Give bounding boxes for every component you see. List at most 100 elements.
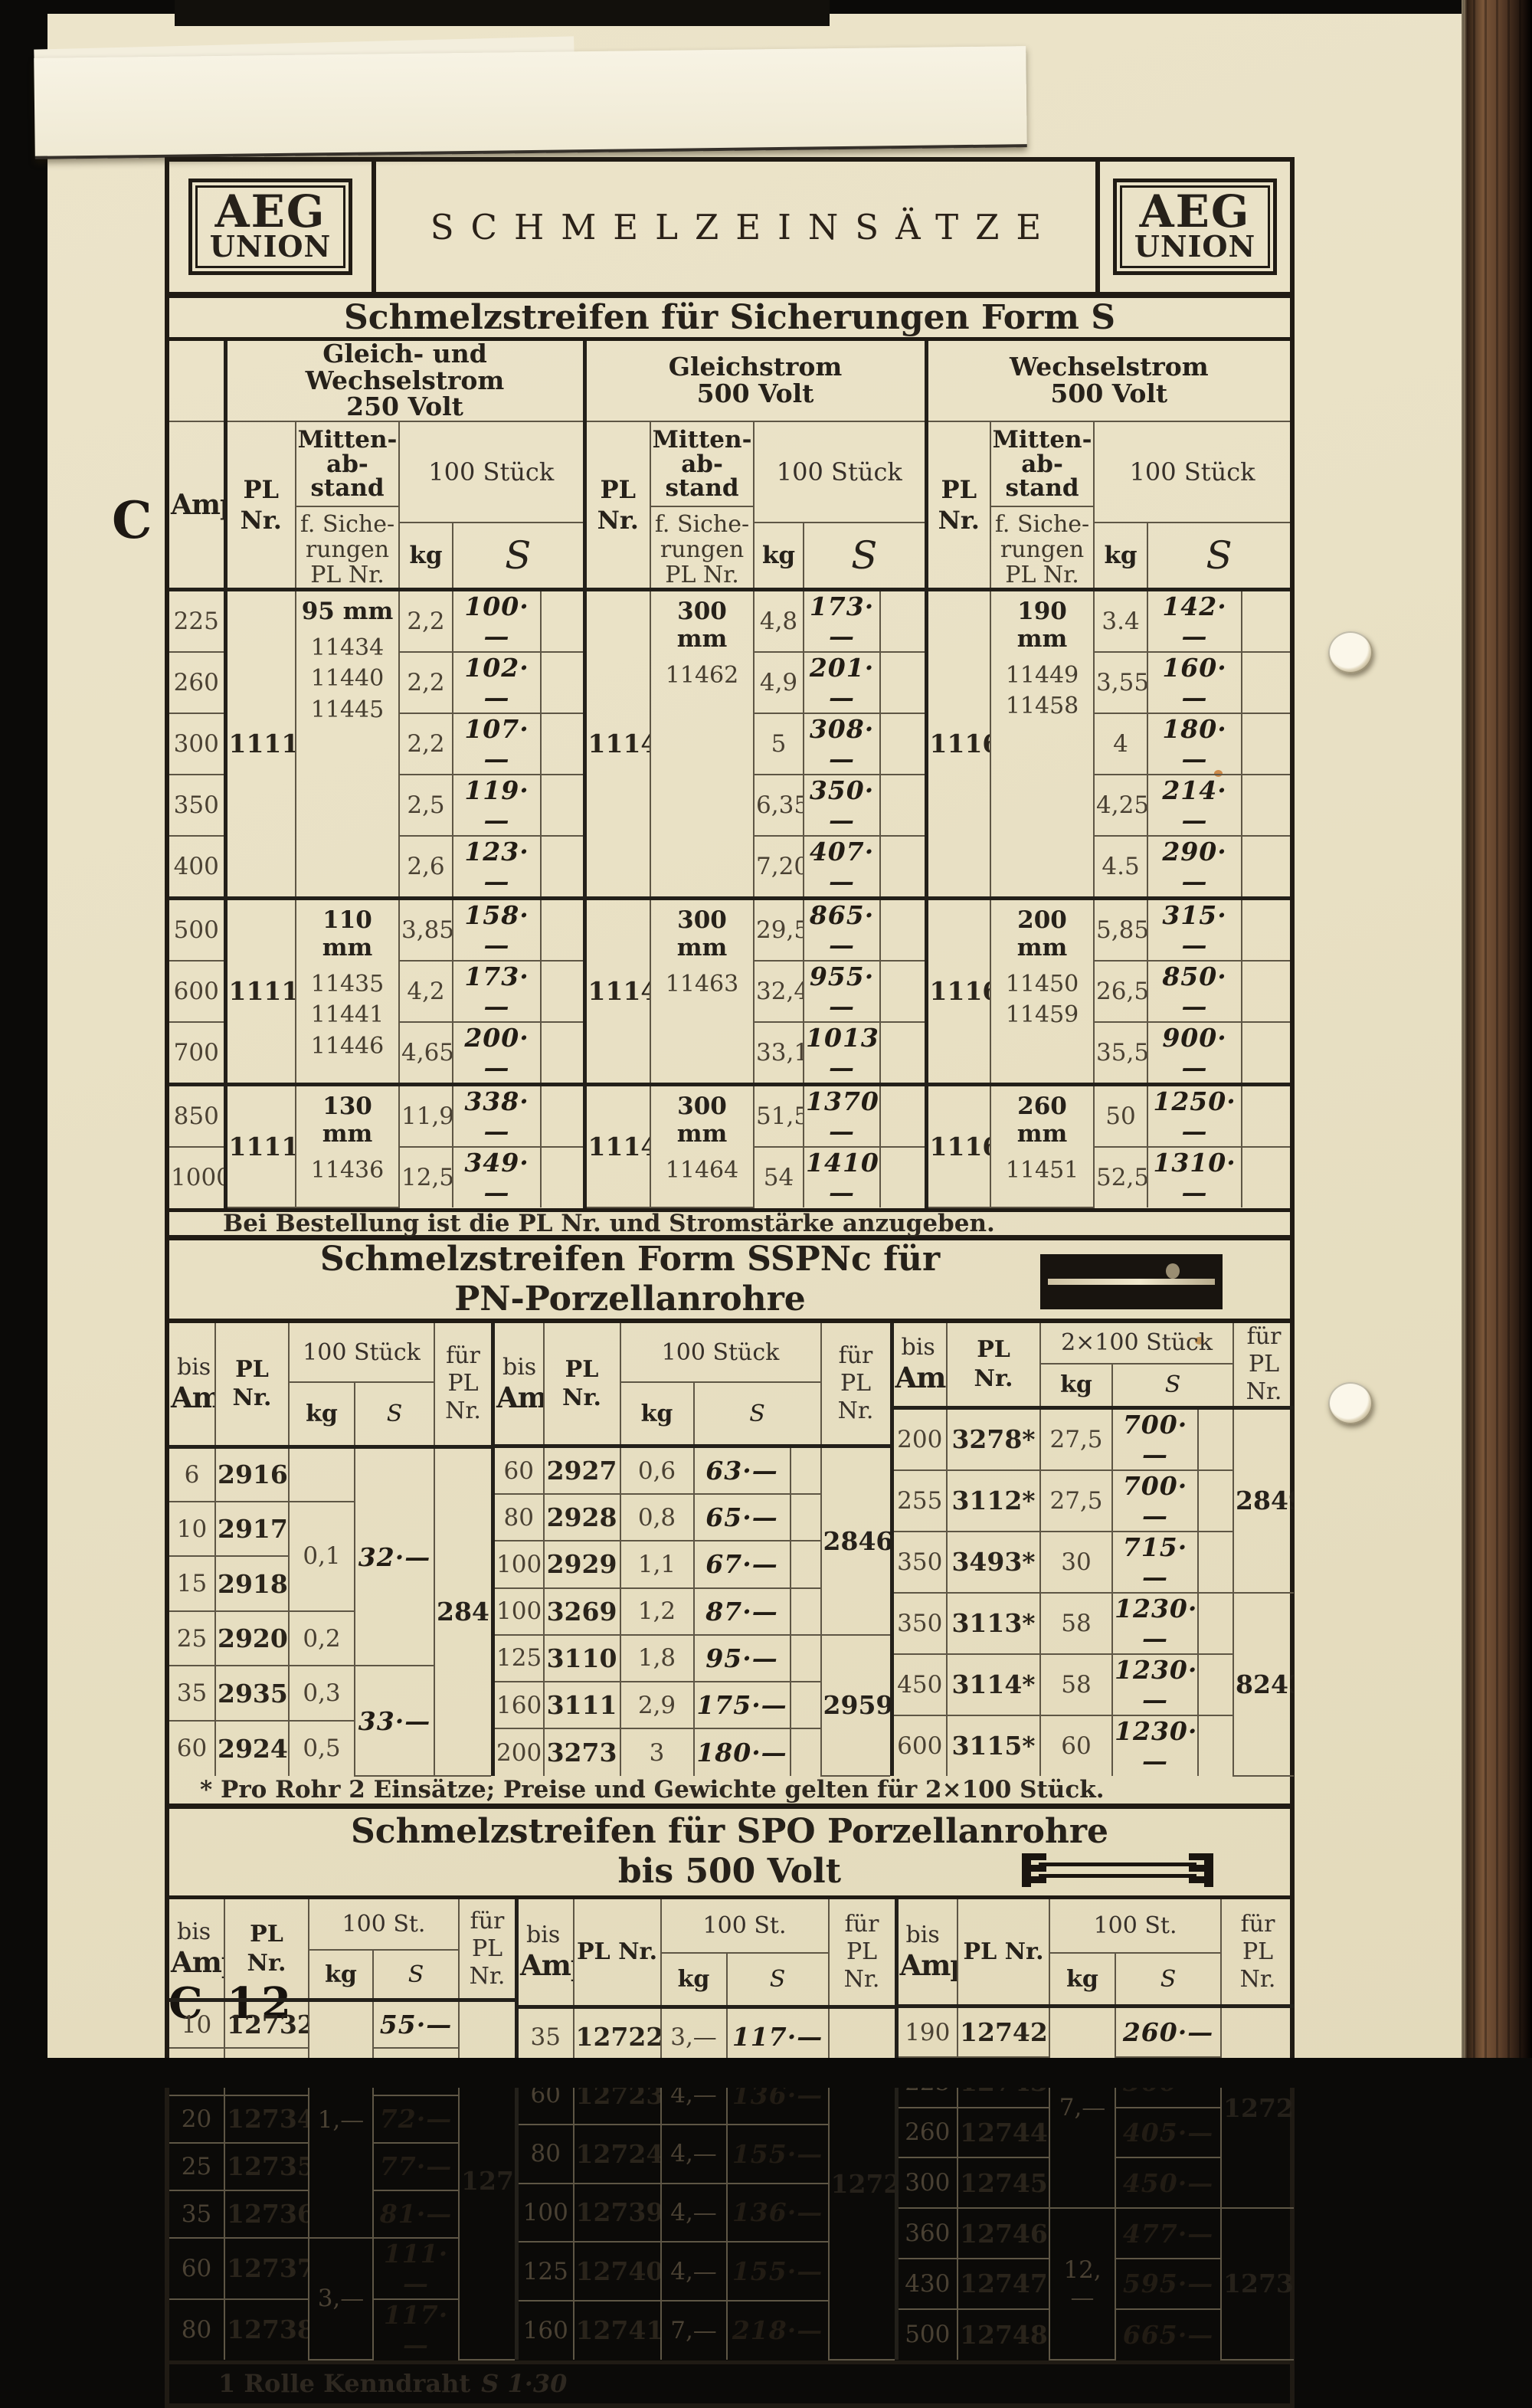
- fuse-strip-drawing: [1022, 1853, 1213, 1889]
- page-title: SCHMELZEINSÄTZE: [430, 206, 1059, 247]
- stueck-header: 100 Stück: [398, 420, 586, 523]
- mitten-header: Mitten- ab- stand f. Siche- rungen PL Nr.: [990, 420, 1095, 591]
- blank-cell: [879, 1021, 928, 1086]
- weight-kg: 2,2: [398, 650, 453, 714]
- price-s: 117·—: [725, 2004, 830, 2067]
- table-row: 300 2,2 107·— 5 308·— 4 180·—: [169, 712, 1291, 775]
- weight-kg: 4,—: [660, 2123, 728, 2184]
- stueck-header: 100 Stück: [619, 1322, 822, 1384]
- weight-kg: 0,3: [288, 1665, 355, 1722]
- blank-cell: [1241, 1145, 1291, 1207]
- price-s: 67·—: [692, 1540, 791, 1589]
- mitten-distance: 190 mm 11449 11458: [990, 587, 1095, 899]
- table-spo: bisAmp. PL Nr. 100 St. für PL Nr. kgS 10…: [169, 1899, 1295, 2360]
- bis-amp-header: bisAmp.: [896, 1899, 959, 2007]
- price-s: 1410·—: [803, 1145, 882, 1207]
- pl-header: PL Nr.: [223, 420, 296, 591]
- blank-cell: [879, 650, 928, 714]
- pl-number: 2920: [214, 1610, 290, 1667]
- weight-kg: 52,5: [1093, 1145, 1149, 1207]
- weight-kg: 2,5: [398, 773, 453, 837]
- pl-header: PL Nr.: [572, 1899, 662, 2008]
- amp-value: 100: [493, 1540, 545, 1589]
- pl-number: 12747: [957, 2258, 1051, 2310]
- price-s: 173·—: [452, 959, 542, 1023]
- table3-title-text: Schmelzstreifen für SPO Porzellanrohre b…: [351, 1812, 1108, 1892]
- s-header: S: [354, 1381, 434, 1448]
- s-header: S: [692, 1381, 821, 1447]
- pl-number: 2917: [214, 1500, 290, 1558]
- blank-cell: [879, 712, 928, 775]
- weight-kg: 12,5: [398, 1145, 453, 1207]
- amp-value: 700: [169, 1021, 226, 1086]
- price-s: 477·—: [1115, 2207, 1223, 2260]
- price-s: 1013·—: [803, 1021, 882, 1086]
- amp-value: 600: [169, 959, 226, 1023]
- weight-kg: 4,8: [753, 587, 805, 653]
- price-s: 338·—: [452, 1082, 542, 1148]
- pl-number: 12735: [224, 2141, 309, 2191]
- pl-number: 3111: [542, 1681, 621, 1730]
- mitten-header: Mitten- ab- stand f. Siche- rungen PL Nr.: [650, 420, 755, 591]
- table1-title: Schmelzstreifen für Sicherungen Form S: [169, 298, 1290, 341]
- masthead: AEG UNION SCHMELZEINSÄTZE AEG UNION: [169, 162, 1290, 298]
- blank-cell: [1241, 712, 1291, 775]
- blank-cell: [1197, 1591, 1235, 1655]
- weight-kg: 33,1: [753, 1021, 805, 1086]
- stueck-header: 100 Stück: [288, 1322, 435, 1384]
- fuer-pl-header: für PL Nr.: [434, 1322, 491, 1448]
- amp-value: 850: [169, 1082, 226, 1148]
- kg-header: kg: [660, 1952, 728, 2008]
- price-s: 595·—: [1115, 2258, 1222, 2310]
- price-s: 1310·—: [1147, 1145, 1243, 1207]
- weight-kg: 7,20: [753, 834, 805, 899]
- amp-value: 35: [169, 1665, 216, 1722]
- amp-value: 225: [169, 587, 226, 653]
- bottom-edge: [0, 2058, 1532, 2088]
- blank-cell: [789, 1540, 821, 1589]
- fuer-pl: 12727: [458, 1998, 516, 2360]
- blank-cell: [1241, 1021, 1291, 1086]
- pl-number: 2916: [214, 1444, 290, 1502]
- blank-cell: [879, 959, 928, 1023]
- table-row: 15 2918: [169, 1555, 491, 1612]
- pl-header: PL Nr.: [946, 1322, 1042, 1409]
- asterisk-footnote: * Pro Rohr 2 Einsätze; Preise und Gewich…: [169, 1776, 1290, 1809]
- fuer-pl-header: für PL Nr.: [1220, 1899, 1295, 2007]
- pl-number: 2928: [542, 1492, 621, 1542]
- mitten-distance: 260 mm 11451: [990, 1082, 1095, 1208]
- blank-cell: [1197, 1469, 1234, 1532]
- blank-cell: [1241, 650, 1291, 714]
- table-row: 450 3114* 58 1230·—: [892, 1653, 1294, 1716]
- blank-cell: [879, 1082, 928, 1148]
- pl-number: 11142: [582, 587, 652, 899]
- mitten-distance: 130 mm 11436: [295, 1082, 400, 1208]
- price-s: 32·—: [354, 1444, 435, 1667]
- table-row: 35 2935 0,3 33·—: [169, 1665, 491, 1777]
- price-s: 308·—: [803, 712, 882, 775]
- price-s: 100·—: [452, 587, 542, 653]
- weight-kg: 0,8: [619, 1492, 695, 1542]
- margin-mark: C: [112, 490, 152, 550]
- blank-cell: [539, 712, 586, 775]
- blank-cell: [789, 1492, 821, 1542]
- page-edge-shadow: [175, 0, 830, 26]
- stueck-header: 2×100 Stück: [1039, 1322, 1235, 1365]
- blank-cell: [789, 1681, 821, 1730]
- amp-value: 100: [516, 2182, 574, 2243]
- pl-number: 3273: [542, 1728, 621, 1776]
- price-s: 136·—: [725, 2182, 829, 2243]
- kg-header: kg: [620, 1381, 695, 1447]
- fuer-pl-header: für PL Nr.: [827, 1899, 895, 2008]
- table-row: 60 2924 0,5: [169, 1720, 491, 1776]
- blank-cell: [1241, 834, 1291, 899]
- amp-value: 80: [516, 2123, 574, 2184]
- weight-kg: 4,—: [660, 2241, 728, 2302]
- table-row: 260 2,2 102·— 4,9 201·— 3,55 160·—: [169, 650, 1291, 714]
- weight-kg: [288, 1444, 355, 1502]
